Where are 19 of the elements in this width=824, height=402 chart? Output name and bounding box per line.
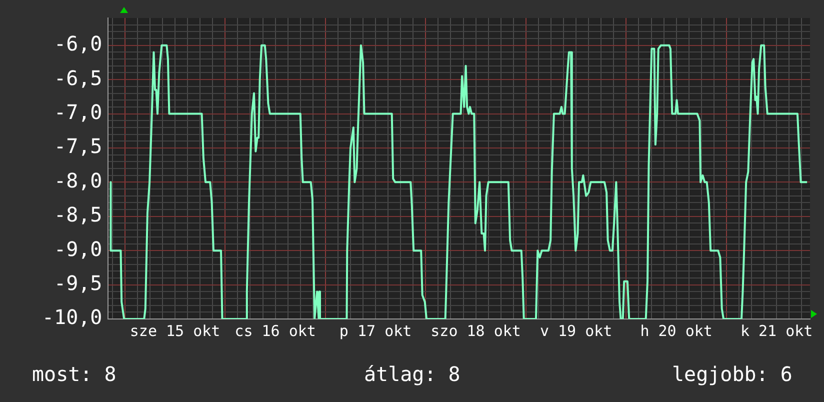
text: legjobb: 6 (672, 362, 792, 386)
text: átlag: 8 (364, 362, 460, 386)
x-tick-label: v 19 okt (540, 322, 612, 340)
y-tick-label: -6,0 (54, 32, 102, 56)
y-tick-label: -9,5 (54, 271, 102, 295)
x-tick-label: h 20 okt (640, 322, 712, 340)
y-tick-label: -10,0 (42, 305, 102, 330)
x-tick-label: p 17 okt (339, 322, 412, 340)
y-tick-label: -7,0 (54, 100, 102, 124)
y-tick-label: -7,5 (54, 134, 102, 158)
text: most: 8 (32, 362, 116, 386)
x-tick-label: szo 18 okt (430, 322, 521, 340)
x-tick-label: sze 15 okt (130, 322, 220, 340)
y-tick-label: -9,0 (54, 236, 102, 261)
y-tick-label: -6,5 (54, 66, 102, 90)
y-tick-label: -8,0 (54, 168, 102, 192)
x-tick-label: cs 16 okt (234, 322, 316, 340)
x-tick-label: k 21 okt (740, 322, 813, 340)
y-tick-label: -8,5 (54, 202, 102, 227)
